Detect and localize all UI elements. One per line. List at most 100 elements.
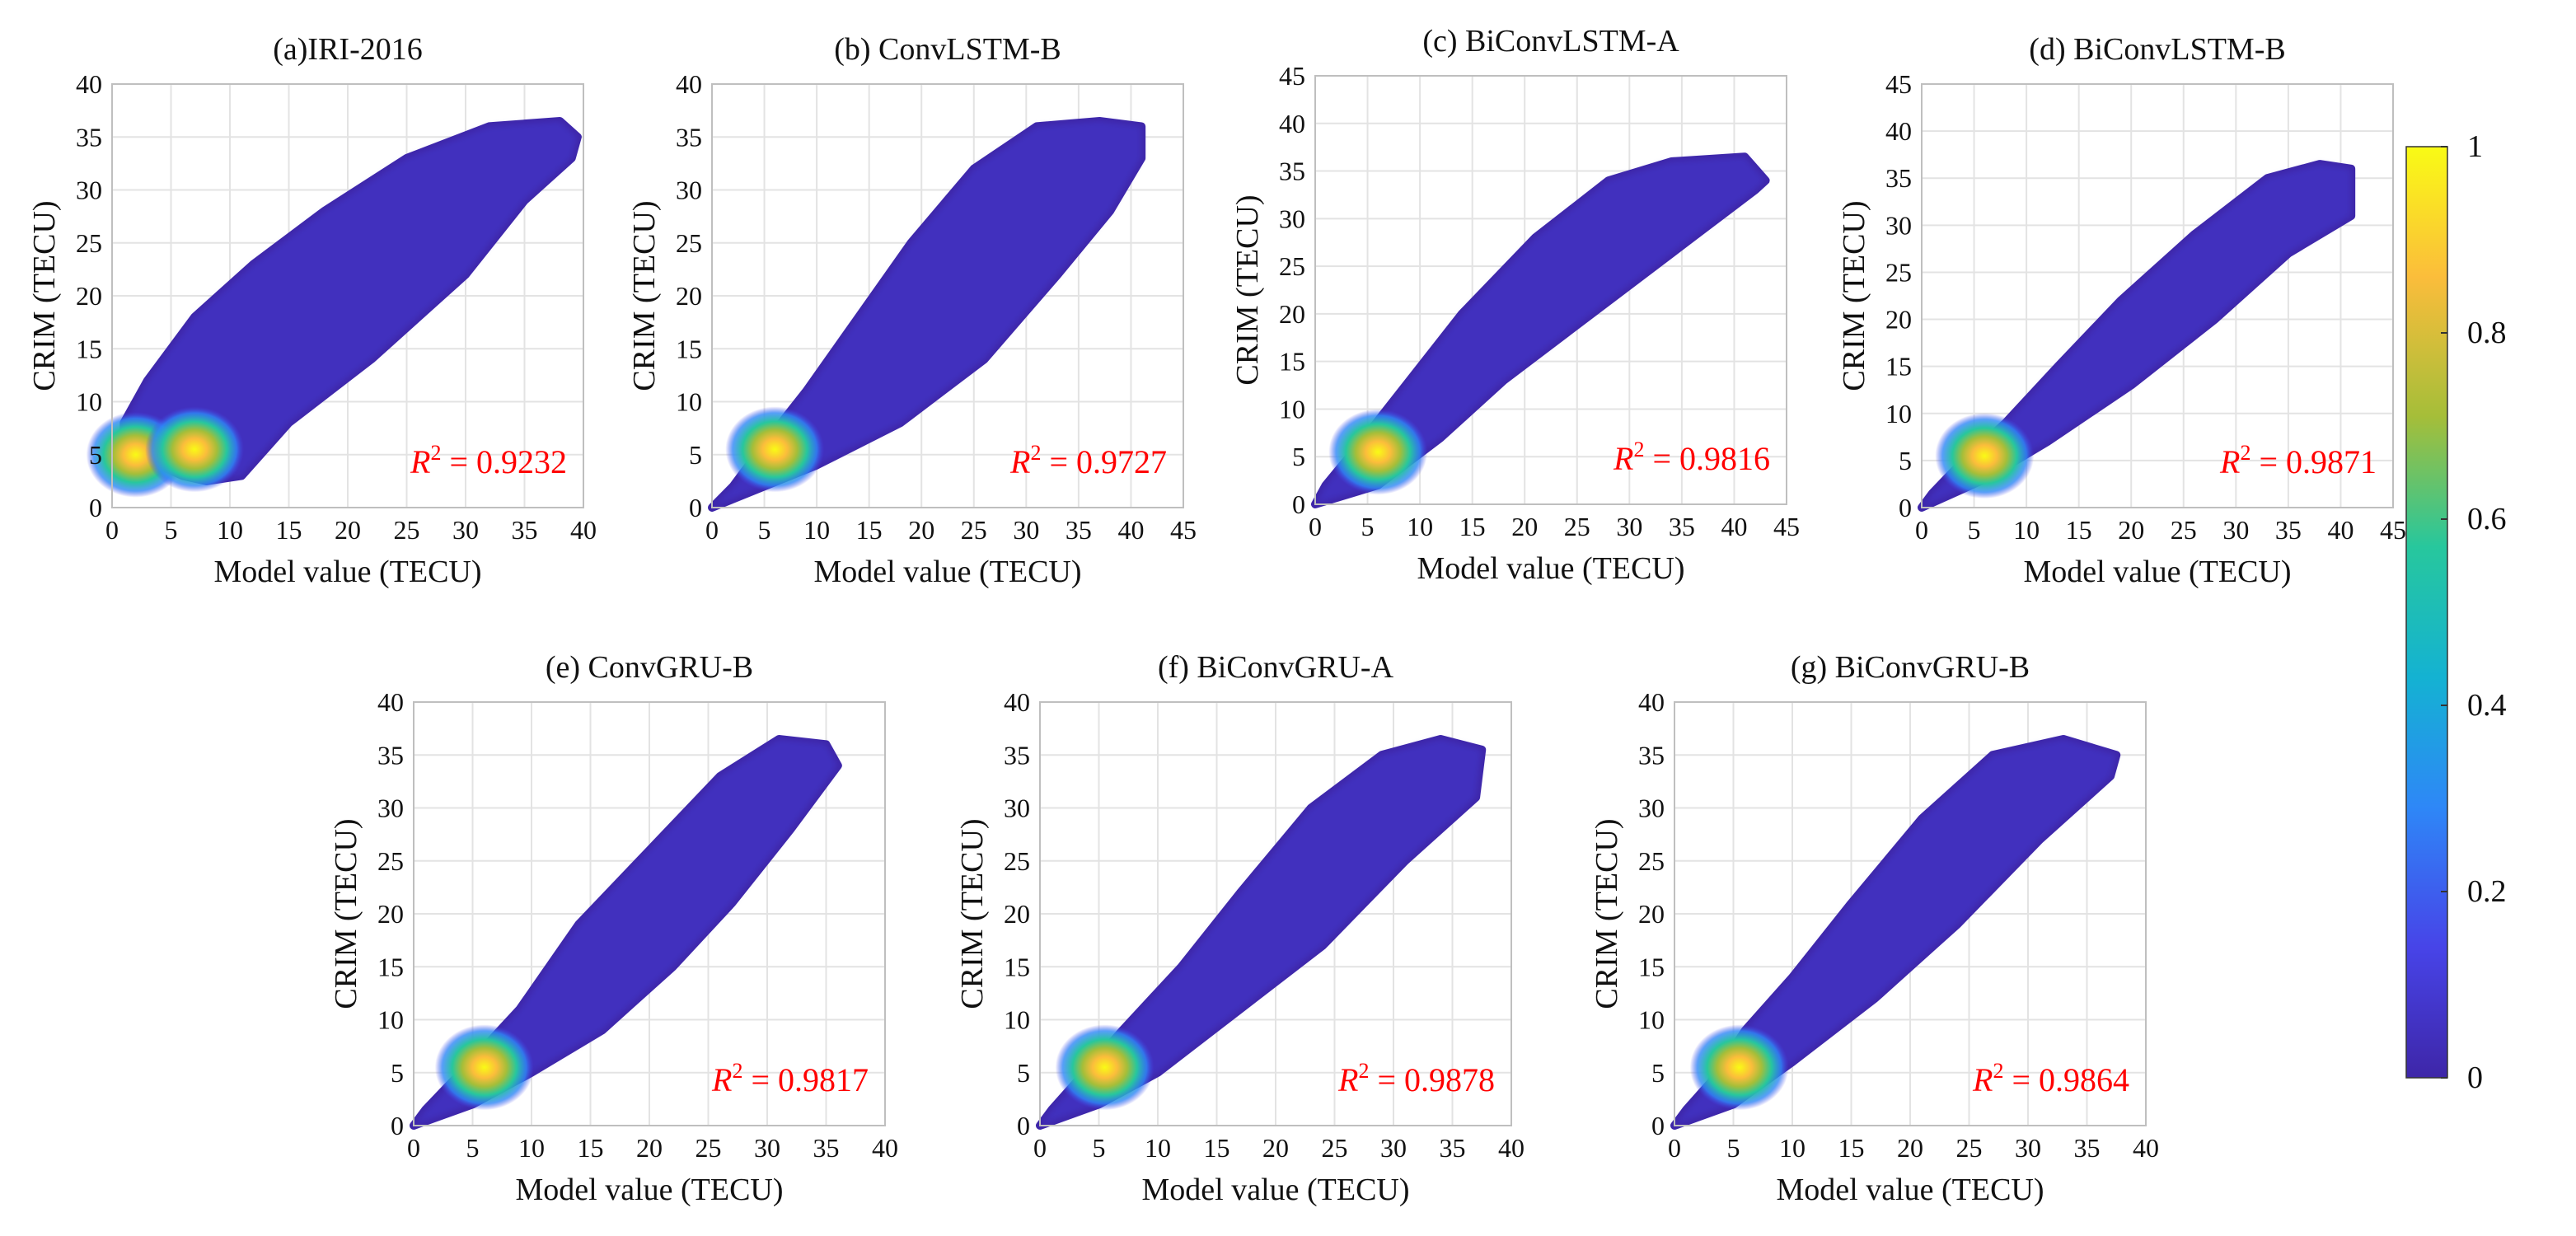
y-axis-label: CRIM (TECU) [1590, 818, 1624, 1009]
x-tick-label: 10 [1145, 1133, 1171, 1163]
x-tick-label: 15 [276, 515, 302, 545]
y-tick-label: 40 [377, 687, 404, 717]
y-tick-label: 15 [1004, 952, 1030, 981]
x-tick-label: 35 [2074, 1133, 2101, 1163]
panel-title: (a)IRI-2016 [273, 32, 422, 67]
x-tick-label: 30 [2222, 515, 2249, 545]
x-tick-label: 45 [2380, 515, 2406, 545]
y-tick-label: 0 [689, 493, 702, 522]
x-tick-label: 40 [2133, 1133, 2159, 1163]
density-core [712, 120, 1142, 508]
panel-d: 0 5 10 15 20 25 30 35 40 45 0 5 10 15 20 25 30 35 40 45 (d) … [1837, 32, 2406, 589]
y-tick-label: 25 [1279, 251, 1305, 281]
density-core [1922, 164, 2352, 508]
y-tick-label: 35 [1279, 157, 1305, 186]
x-tick-label: 25 [1322, 1133, 1348, 1163]
colorbar-tick-label: 0.2 [2467, 874, 2507, 909]
x-axis-label: Model value (TECU) [515, 1173, 783, 1207]
y-tick-label: 20 [1638, 899, 1665, 929]
y-tick-label: 30 [1279, 204, 1305, 233]
x-tick-label: 35 [813, 1133, 840, 1163]
x-tick-label: 5 [165, 515, 178, 545]
y-tick-label: 10 [1885, 399, 1912, 428]
x-tick-label: 40 [1721, 512, 1747, 541]
y-tick-label: 15 [1885, 352, 1912, 382]
x-tick-label: 10 [1779, 1133, 1806, 1163]
x-tick-label: 30 [754, 1133, 780, 1163]
x-tick-label: 20 [908, 515, 934, 545]
colorbar-tick-label: 0.4 [2467, 688, 2507, 723]
y-tick-label: 20 [1004, 899, 1030, 929]
y-tick-label: 25 [1885, 257, 1912, 287]
y-axis-label: CRIM (TECU) [955, 818, 990, 1009]
x-axis-label: Model value (TECU) [213, 555, 481, 589]
y-tick-label: 35 [1004, 740, 1030, 770]
x-tick-label: 5 [1968, 515, 1981, 545]
y-tick-label: 20 [1885, 305, 1912, 335]
plot-frame [1314, 75, 1787, 505]
x-tick-label: 10 [803, 515, 830, 545]
y-tick-label: 40 [1885, 116, 1912, 146]
x-tick-label: 0 [705, 515, 719, 545]
x-tick-label: 20 [636, 1133, 663, 1163]
r-squared-annotation: R2 = 0.9727 [1009, 441, 1167, 480]
y-tick-label: 35 [76, 122, 102, 152]
y-tick-label: 35 [1638, 740, 1665, 770]
y-tick-label: 25 [676, 228, 702, 258]
x-tick-label: 25 [2171, 515, 2197, 545]
x-tick-label: 0 [105, 515, 119, 545]
x-tick-label: 20 [1511, 512, 1538, 541]
density-hotspot [725, 406, 825, 493]
x-tick-label: 35 [1066, 515, 1092, 545]
y-tick-label: 0 [1899, 493, 1912, 522]
y-tick-label: 40 [76, 69, 102, 99]
x-tick-label: 45 [1170, 515, 1197, 545]
x-tick-label: 5 [1727, 1133, 1740, 1163]
panel-title: (e) ConvGRU-B [546, 650, 753, 685]
r-squared-annotation: R2 = 0.9817 [711, 1059, 869, 1098]
x-tick-label: 30 [2015, 1133, 2041, 1163]
x-tick-label: 15 [1838, 1133, 1865, 1163]
y-tick-label: 30 [1885, 210, 1912, 240]
x-tick-label: 10 [518, 1133, 545, 1163]
x-tick-label: 5 [466, 1133, 480, 1163]
y-tick-label: 15 [76, 334, 102, 363]
y-tick-label: 10 [1004, 1005, 1030, 1035]
x-tick-label: 0 [1668, 1133, 1681, 1163]
x-tick-label: 5 [758, 515, 771, 545]
y-tick-label: 0 [1292, 489, 1305, 519]
y-tick-label: 20 [377, 899, 404, 929]
y-tick-label: 45 [1279, 61, 1305, 91]
y-tick-label: 30 [76, 176, 102, 205]
x-tick-label: 35 [2275, 515, 2302, 545]
x-tick-label: 30 [1616, 512, 1642, 541]
panel-title: (c) BiConvLSTM-A [1422, 24, 1679, 59]
panel-title: (d) BiConvLSTM-B [2029, 32, 2285, 67]
panel-title: (b) ConvLSTM-B [834, 32, 1061, 67]
y-tick-label: 5 [391, 1058, 404, 1088]
plot-frame [413, 701, 886, 1126]
y-tick-label: 40 [1638, 687, 1665, 717]
x-tick-label: 25 [394, 515, 420, 545]
x-tick-label: 25 [961, 515, 987, 545]
x-tick-label: 10 [217, 515, 243, 545]
x-tick-label: 5 [1361, 512, 1375, 541]
y-axis-label: CRIM (TECU) [627, 200, 662, 391]
x-tick-label: 35 [1440, 1133, 1466, 1163]
plot-frame [1674, 701, 2147, 1126]
x-tick-label: 20 [1897, 1133, 1923, 1163]
y-tick-label: 35 [1885, 163, 1912, 193]
y-tick-label: 30 [377, 794, 404, 823]
x-tick-label: 40 [1498, 1133, 1525, 1163]
y-axis-label: CRIM (TECU) [27, 200, 62, 391]
y-tick-label: 10 [377, 1005, 404, 1035]
y-tick-label: 15 [1638, 952, 1665, 981]
panel-f: 0 5 10 15 20 25 30 35 40 0 5 10 15 20 25 30 35 40 (f) BiCo… [955, 650, 1525, 1207]
panel-c: 0 5 10 15 20 25 30 35 40 45 0 5 10 15 20 25 30 35 40 45 (c) … [1230, 24, 1800, 586]
y-tick-label: 30 [1004, 794, 1030, 823]
x-tick-label: 30 [452, 515, 479, 545]
colorbar-tick-label: 1 [2467, 129, 2483, 164]
density-hotspot [1055, 1024, 1155, 1111]
y-tick-label: 35 [676, 122, 702, 152]
